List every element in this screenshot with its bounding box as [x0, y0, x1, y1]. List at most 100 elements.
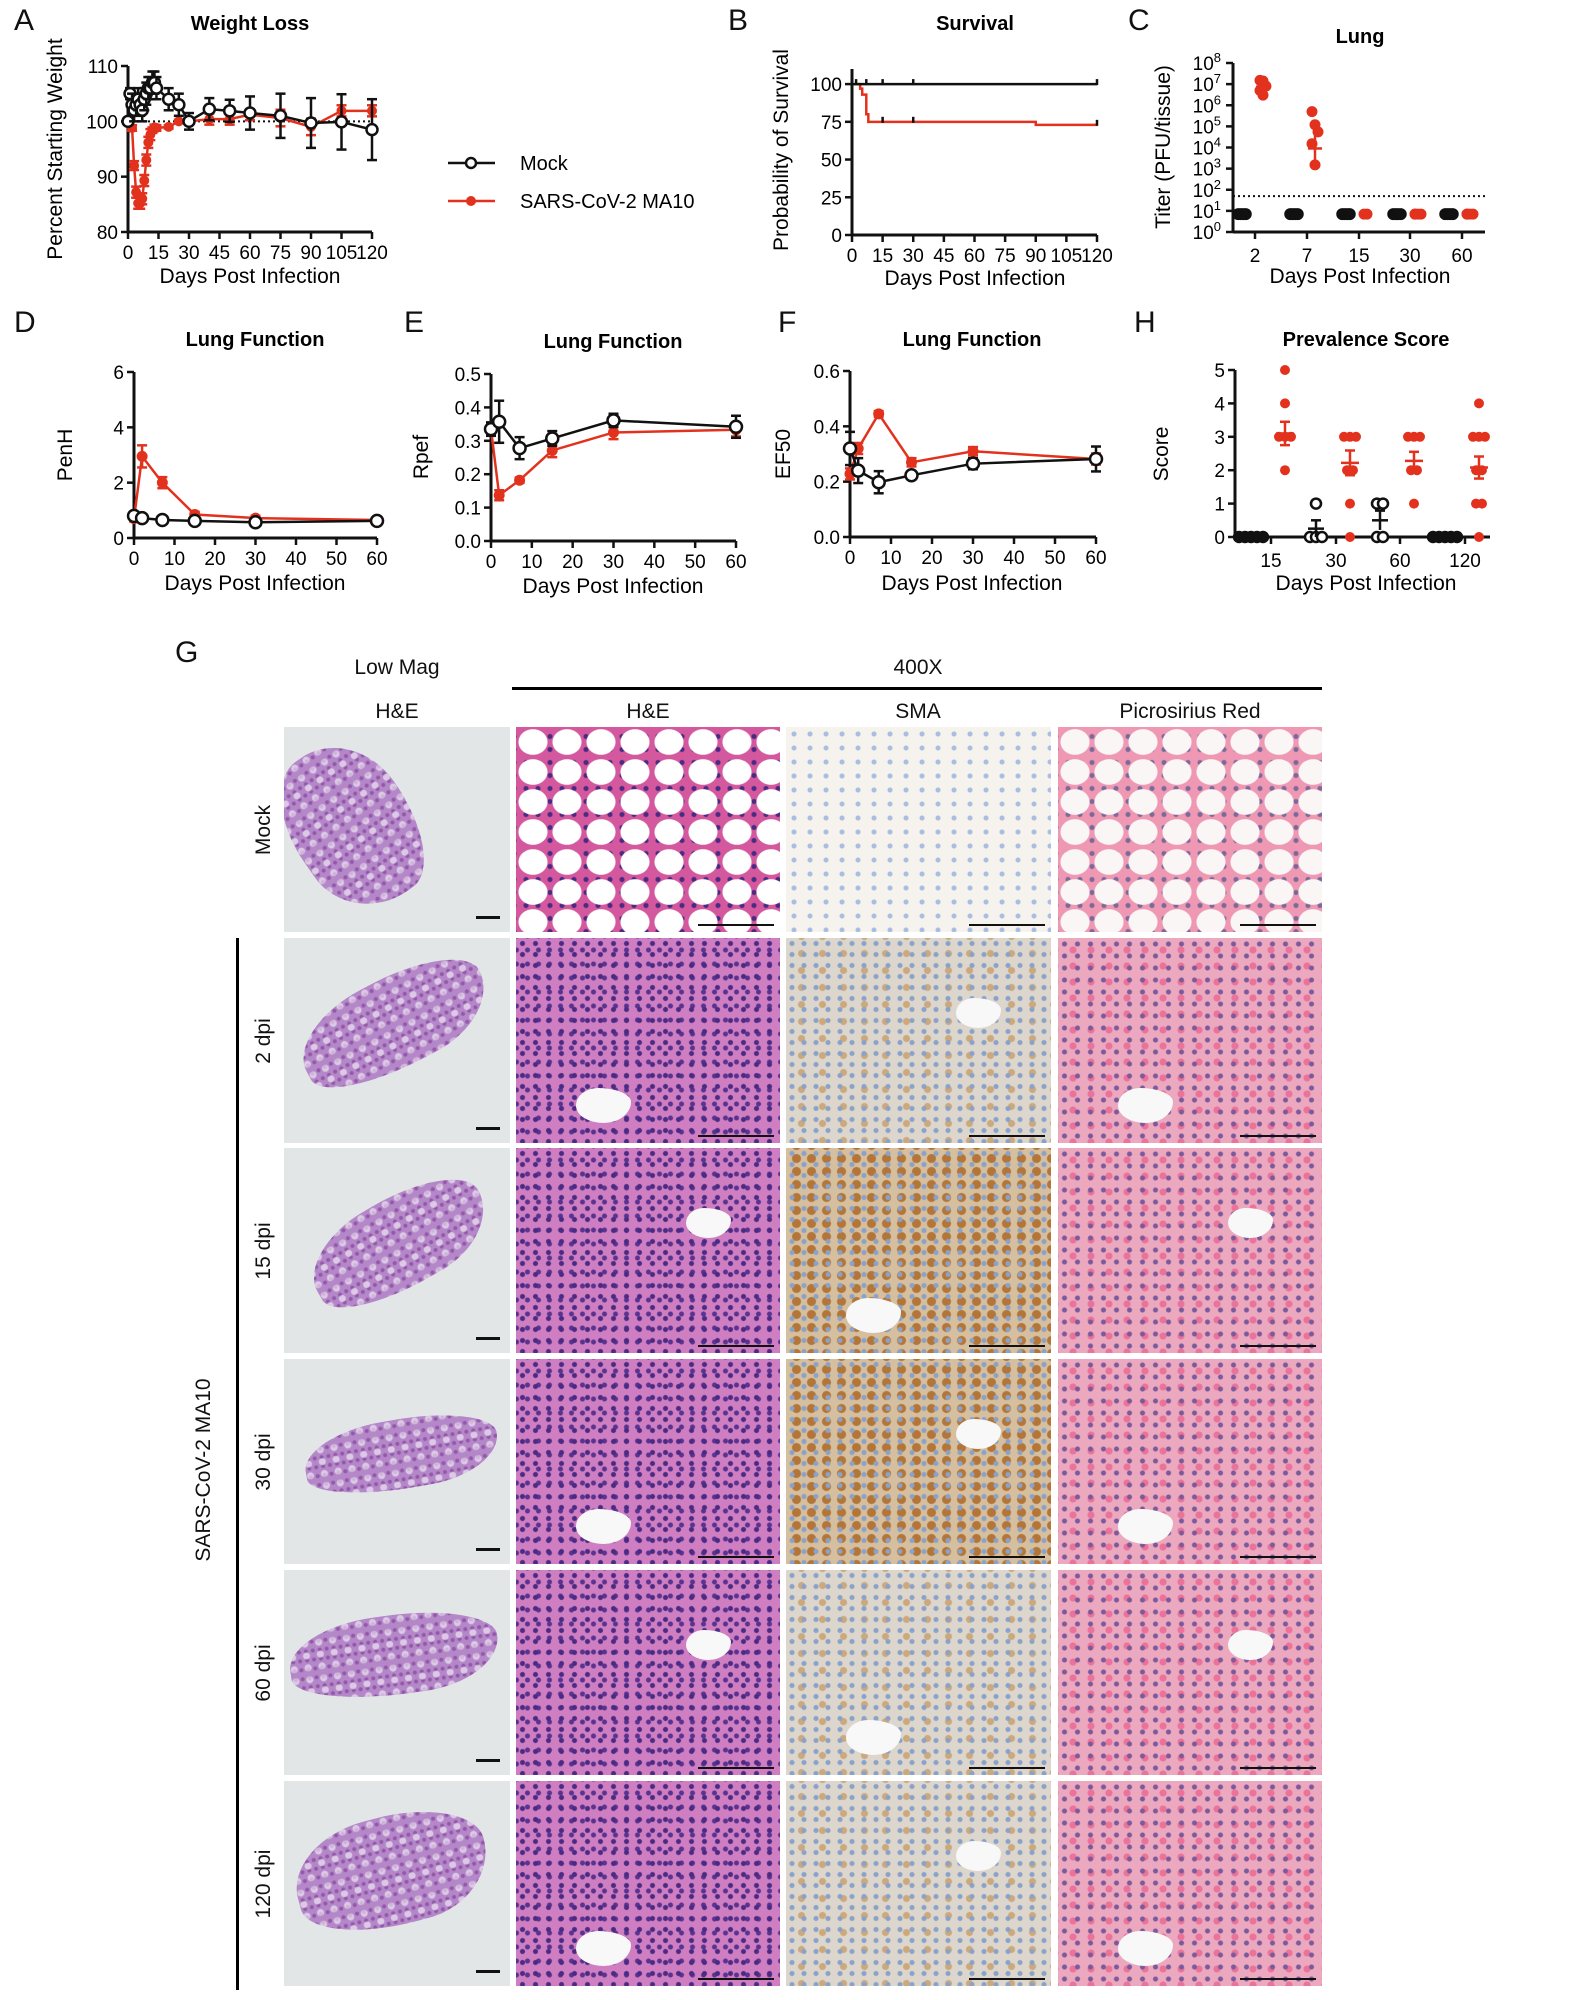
y-tick-label: 100	[1193, 219, 1221, 244]
y-tick-label: 100	[86, 112, 118, 133]
chart-rpef: Lung Function Days Post Infection Rpef 0 10 2…	[410, 331, 747, 598]
x-tick-label: 60	[366, 549, 387, 570]
tile-d2-low-mag-he	[284, 938, 510, 1143]
legend: Mock SARS-CoV-2 MA10	[448, 153, 695, 213]
airspace	[576, 1931, 631, 1966]
x-tick-label: 30	[603, 552, 624, 573]
x-tick-label: 30	[245, 549, 266, 570]
y-tick-label: 4	[1214, 394, 1225, 415]
airspace	[1228, 1630, 1273, 1660]
x-tick-label: 7	[1302, 246, 1313, 267]
scale-bar	[969, 1345, 1045, 1347]
x-tick-label: 15	[872, 246, 893, 267]
tile-d30-picrosirius-400x	[1058, 1359, 1322, 1564]
scale-bar	[969, 924, 1045, 926]
y-tick-label: 0.4	[814, 417, 841, 438]
row-label-d30: 30 dpi	[252, 1432, 275, 1491]
x-tick-label: 50	[1044, 548, 1065, 569]
scale-bar	[698, 1978, 774, 1980]
panel-letter-h: H	[1134, 306, 1156, 339]
lung-section	[294, 1156, 504, 1330]
y-tick-label: 0	[113, 529, 124, 550]
row-label-d2: 2 dpi	[252, 1017, 275, 1064]
y-tick-label: 101	[1193, 198, 1221, 223]
legend-label: SARS-CoV-2 MA10	[520, 191, 695, 213]
y-tick-label: 0.5	[455, 365, 481, 386]
column-header-lowmag-he: H&E	[375, 700, 419, 723]
x-axis-label: Days Post Infection	[1270, 265, 1451, 288]
panel-letter-c: C	[1128, 4, 1150, 37]
scale-bar	[698, 924, 774, 926]
row-label-d15: 15 dpi	[252, 1221, 275, 1280]
x-tick-label: 0	[845, 548, 856, 569]
x-tick-label: 105	[326, 243, 358, 264]
x-tick-label: 30	[1325, 551, 1346, 572]
y-tick-label: 90	[97, 168, 118, 189]
scale-bar	[698, 1767, 774, 1769]
y-tick-label: 106	[1193, 92, 1221, 117]
panel-letter-g: G	[175, 636, 199, 669]
chart-survival: Survival Days Post Infection Probability o…	[448, 13, 1113, 290]
airspace	[956, 1841, 1001, 1871]
y-tick-label: 104	[1193, 135, 1221, 160]
y-axis-label: Score	[1150, 427, 1173, 482]
tile-d120-low-mag-he	[284, 1781, 510, 1986]
x-tick-label: 15	[148, 243, 169, 264]
airspace	[846, 1720, 901, 1755]
chart-weight-loss: Weight Loss Days Post Infection Percent St…	[44, 13, 388, 288]
x-tick-label: 0	[847, 246, 858, 267]
tile-d15-he-400x	[516, 1148, 780, 1353]
scale-bar	[476, 916, 500, 919]
y-tick-label: 80	[97, 223, 118, 244]
tile-d30-low-mag-he	[284, 1359, 510, 1564]
scale-bar	[476, 1970, 500, 1973]
series-mock	[121, 70, 379, 162]
x-axis-label: Days Post Infection	[1276, 572, 1457, 595]
x-tick-label: 90	[300, 243, 321, 264]
y-tick-label: 25	[821, 188, 842, 209]
tile-d120-picrosirius-400x	[1058, 1781, 1322, 1986]
scale-bar	[476, 1548, 500, 1551]
x-tick-label: 60	[1389, 551, 1410, 572]
tile-d120-he-400x	[516, 1781, 780, 1986]
chart-title: Weight Loss	[191, 13, 310, 35]
x-tick-label: 50	[326, 549, 347, 570]
y-tick-label: 0	[1214, 528, 1225, 549]
x-tick-label: 60	[725, 552, 746, 573]
chart-title: Lung	[1336, 26, 1385, 48]
infected-group-bracket	[236, 938, 239, 1990]
x-axis-label: Days Post Infection	[523, 575, 704, 598]
x-tick-label: 60	[1085, 548, 1106, 569]
tile-d15-low-mag-he	[284, 1148, 510, 1353]
series-mock	[126, 508, 385, 530]
x-axis-label: Days Post Infection	[885, 267, 1066, 290]
y-tick-label: 0	[831, 226, 842, 247]
y-tick-label: 100	[810, 75, 842, 96]
scale-bar	[1240, 1978, 1316, 1980]
y-tick-label: 1	[1214, 495, 1225, 516]
legend-marker-open-circle	[464, 156, 478, 170]
y-tick-label: 2	[113, 474, 124, 495]
y-tick-label: 75	[821, 113, 842, 134]
chart-title: Lung Function	[186, 329, 325, 351]
low-mag-header: Low Mag	[354, 656, 440, 679]
tile-mock-low-mag-he	[284, 727, 510, 932]
panel-letter-f: F	[778, 306, 797, 339]
chart-title: Survival	[936, 13, 1014, 35]
high-mag-header: 400X	[893, 656, 943, 679]
series-mock	[842, 430, 1104, 495]
x-tick-label: 2	[1250, 246, 1261, 267]
x-tick-label: 120	[1081, 246, 1113, 267]
panel-letter-d: D	[14, 306, 36, 339]
scale-bar	[1240, 1135, 1316, 1137]
x-tick-label: 45	[209, 243, 230, 264]
series-ma10	[128, 444, 383, 526]
x-tick-label: 20	[921, 548, 942, 569]
y-axis-label: PenH	[54, 429, 77, 482]
figure-charts: Weight Loss Days Post Infection Percent St…	[44, 13, 1490, 598]
y-tick-label: 105	[1193, 113, 1221, 138]
infected-group-label: SARS-CoV-2 MA10	[192, 1378, 215, 1562]
chart-title: Lung Function	[903, 329, 1042, 351]
chart-ef50: Lung Function Days Post Infection EF50 0 10 2…	[772, 329, 1107, 595]
lung-section	[299, 1402, 504, 1506]
